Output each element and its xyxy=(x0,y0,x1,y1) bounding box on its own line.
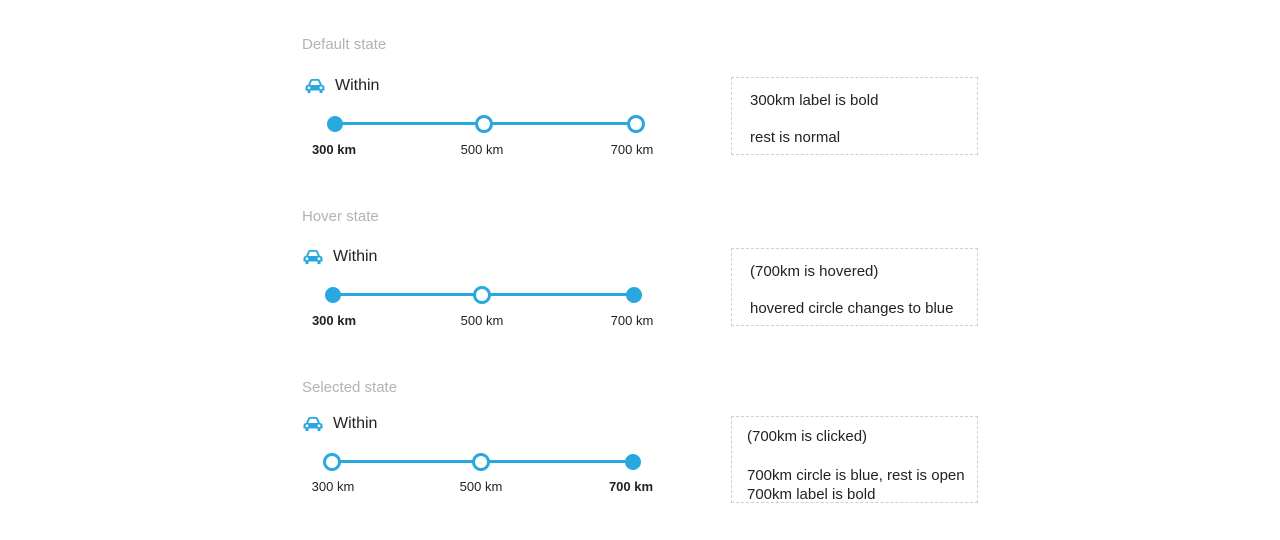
within-label-default: Within xyxy=(304,77,379,95)
within-label-hover: Within xyxy=(302,248,377,266)
within-text: Within xyxy=(333,415,378,432)
distance-stop-300-selected[interactable] xyxy=(325,287,341,303)
note-line: hovered circle changes to blue xyxy=(750,300,954,317)
note-line: rest is normal xyxy=(750,129,841,146)
distance-label-500[interactable]: 500 km xyxy=(459,479,503,494)
annotation-note-hover: (700km is hovered) hovered circle change… xyxy=(731,248,978,326)
car-icon xyxy=(302,249,324,265)
note-line: 700km circle is blue, rest is open xyxy=(747,467,965,484)
distance-label-700[interactable]: 700 km xyxy=(608,479,654,494)
within-text: Within xyxy=(333,248,378,265)
car-icon xyxy=(302,416,324,432)
within-text: Within xyxy=(335,77,380,94)
note-line: 700km label is bold xyxy=(747,486,876,503)
distance-label-300[interactable]: 300 km xyxy=(311,313,357,328)
note-line: 300km label is bold xyxy=(750,92,879,109)
distance-stop-500[interactable] xyxy=(472,453,490,471)
annotation-note-default: 300km label is bold rest is normal xyxy=(731,77,978,155)
distance-stop-300[interactable] xyxy=(323,453,341,471)
distance-label-700[interactable]: 700 km xyxy=(610,313,654,328)
distance-stop-700[interactable] xyxy=(627,115,645,133)
distance-label-500[interactable]: 500 km xyxy=(460,313,504,328)
distance-stop-500[interactable] xyxy=(475,115,493,133)
selected-state-title: Selected state xyxy=(302,379,398,396)
distance-label-500[interactable]: 500 km xyxy=(460,142,504,157)
annotation-note-selected: (700km is clicked) 700km circle is blue,… xyxy=(731,416,978,503)
distance-stop-500[interactable] xyxy=(473,286,491,304)
within-label-selected: Within xyxy=(302,415,377,433)
distance-stop-300-selected[interactable] xyxy=(327,116,343,132)
car-icon xyxy=(304,78,326,94)
note-line: (700km is clicked) xyxy=(747,428,868,445)
default-state-title: Default state xyxy=(302,36,387,53)
note-line: (700km is hovered) xyxy=(750,263,879,280)
distance-stop-700-selected[interactable] xyxy=(625,454,641,470)
distance-stop-700-hovered[interactable] xyxy=(626,287,642,303)
distance-label-700[interactable]: 700 km xyxy=(610,142,654,157)
distance-label-300[interactable]: 300 km xyxy=(311,479,355,494)
hover-state-title: Hover state xyxy=(302,208,379,225)
distance-label-300[interactable]: 300 km xyxy=(311,142,357,157)
